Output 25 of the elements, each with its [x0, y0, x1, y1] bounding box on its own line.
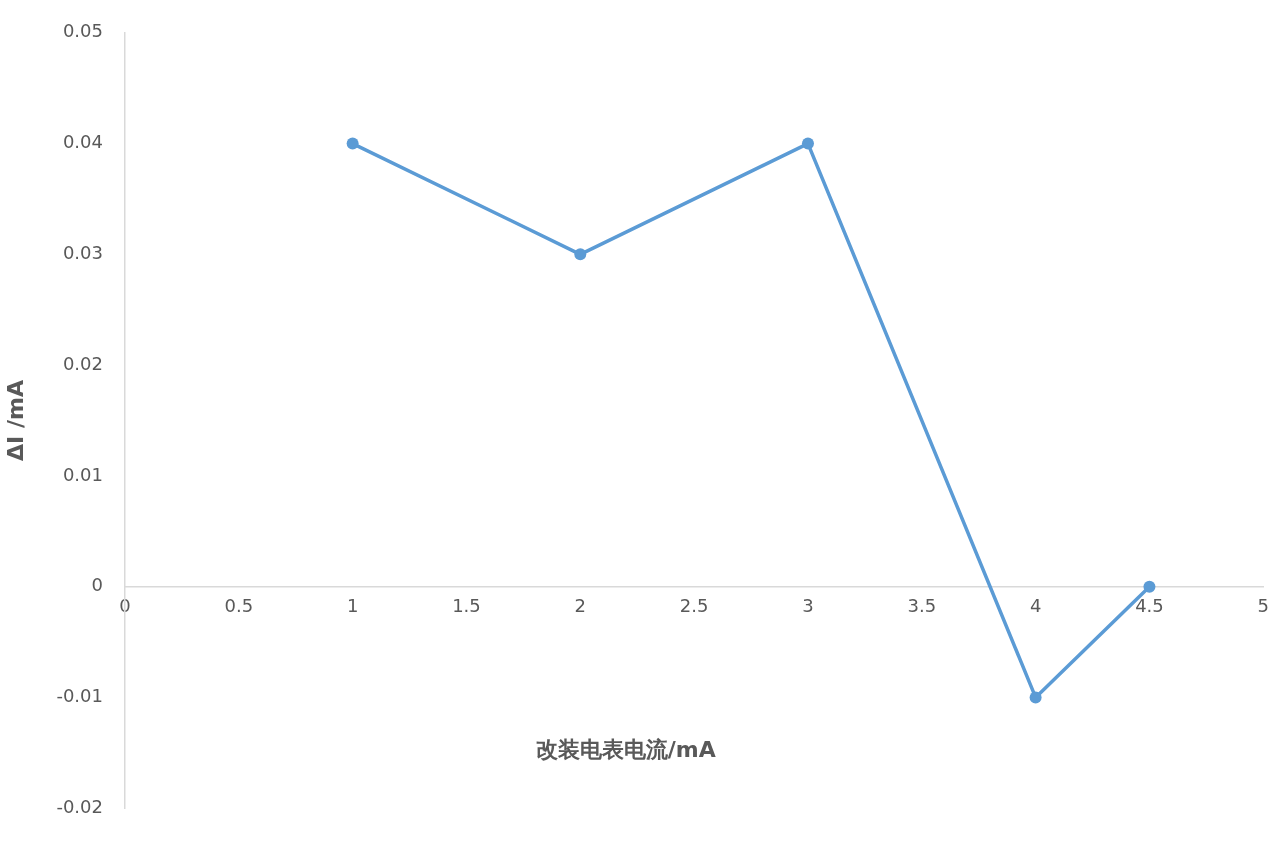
x-tick-label: 4.5: [1135, 595, 1164, 617]
x-tick-label: 0.5: [224, 595, 254, 617]
point: [1029, 691, 1042, 704]
x-tick-label: 2: [574, 595, 587, 617]
point: [574, 248, 587, 261]
x-tick-label: 4: [1029, 595, 1042, 617]
y-tick-label: 0.01: [62, 463, 103, 485]
y-tick-label: 0.05: [62, 20, 103, 42]
y-axis-title: ΔI /mA: [2, 380, 28, 461]
x-tick-label: 3.5: [907, 595, 937, 617]
x-tick-label: 1: [346, 595, 359, 617]
x-tick-label: 3: [802, 595, 814, 617]
y-tick-label: -0.01: [56, 685, 103, 707]
y-tick-label: -0.02: [56, 795, 103, 817]
y-tick-label: 0: [91, 574, 103, 596]
y-tick-label: 0.02: [62, 352, 103, 374]
y-tick-label: 0.03: [62, 242, 103, 264]
point: [801, 137, 814, 150]
x-tick-label: 1.5: [452, 595, 481, 617]
x-axis-title: 改装电表电流/mA: [535, 737, 716, 763]
x-tick-label: 2.5: [679, 595, 709, 617]
y-tick-label: 0.04: [62, 131, 103, 153]
point: [1143, 580, 1156, 593]
x-tick-label: 5: [1257, 595, 1269, 617]
point: [346, 137, 359, 150]
